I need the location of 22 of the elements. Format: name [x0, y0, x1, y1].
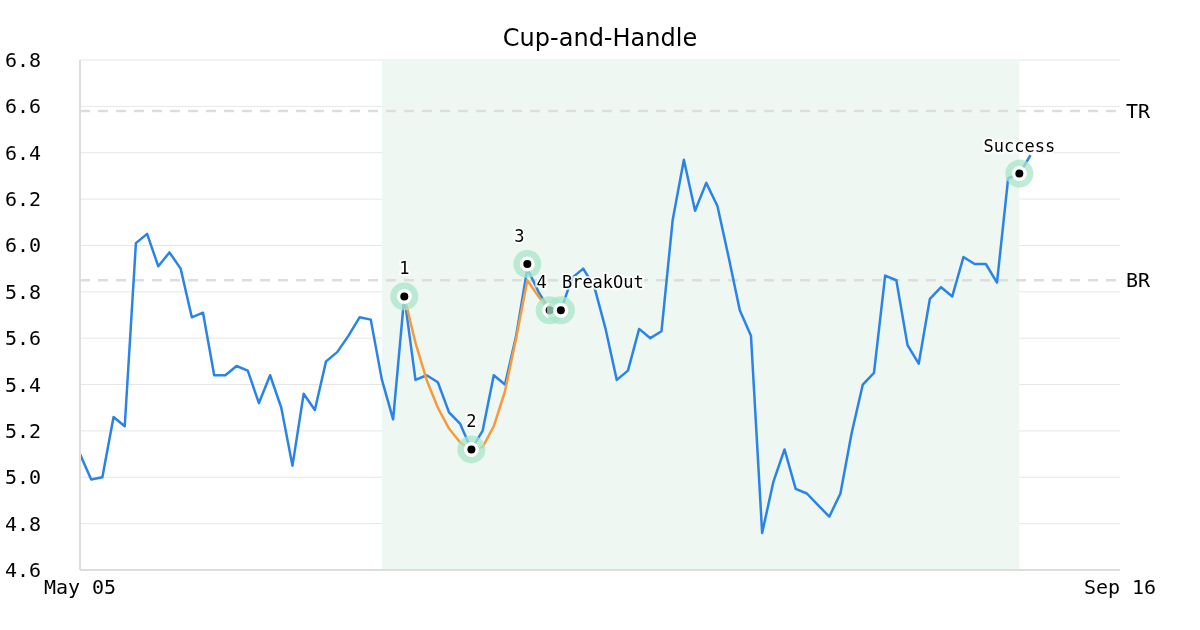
y-tick-label: 4.8 [5, 511, 42, 536]
chart-title: Cup-and-Handle [501, 24, 699, 52]
ref-line-label: BR [1126, 268, 1152, 293]
annotation: 1 [399, 258, 410, 279]
y-tick-label: 5.8 [5, 279, 42, 304]
annotation: Success [983, 135, 1056, 156]
y-tick-label: 6.8 [5, 48, 42, 72]
y-tick-label: 6.6 [5, 94, 42, 119]
annotation: 3 [514, 226, 525, 246]
y-tick-label: 5.2 [5, 418, 42, 443]
y-tick-label: 6.0 [5, 233, 42, 258]
y-tick-label: 6.2 [5, 187, 42, 212]
ref-line-label: TR [1126, 99, 1152, 124]
y-tick-label: 5.0 [5, 465, 42, 490]
y-tick-label: 5.4 [5, 372, 42, 397]
x-tick-label: May 05 [43, 575, 117, 599]
annotation: 2 [466, 411, 477, 432]
annotation: 4 [536, 272, 547, 293]
x-tick-label: Sep 16 [1083, 575, 1157, 599]
y-tick-label: 4.6 [5, 558, 42, 582]
y-tick-label: 5.6 [5, 326, 42, 351]
y-tick-label: 6.4 [5, 140, 42, 165]
